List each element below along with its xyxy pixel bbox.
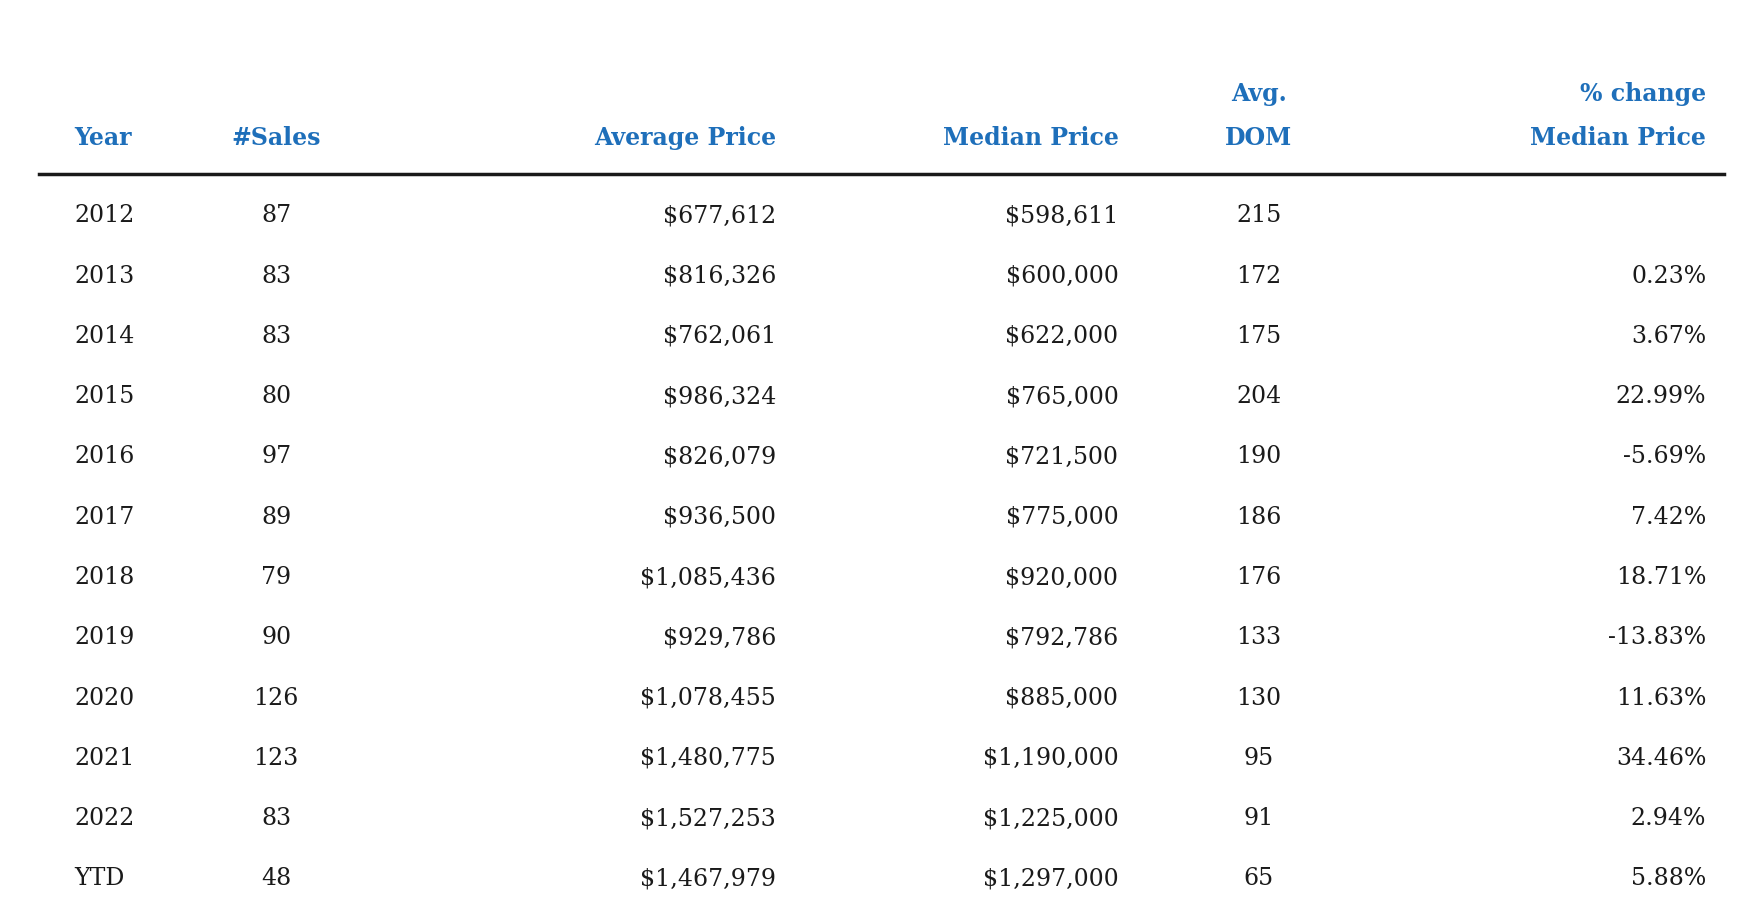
Text: $920,000: $920,000 (1005, 566, 1118, 589)
Text: 87: 87 (261, 205, 291, 228)
Text: 130: 130 (1236, 686, 1282, 710)
Text: $1,078,455: $1,078,455 (640, 686, 776, 710)
Text: DOM: DOM (1225, 126, 1292, 151)
Text: $792,786: $792,786 (1005, 626, 1118, 649)
Text: $721,500: $721,500 (1005, 446, 1118, 468)
Text: 126: 126 (254, 686, 298, 710)
Text: Average Price: Average Price (594, 126, 776, 151)
Text: 7.42%: 7.42% (1631, 506, 1707, 528)
Text: $1,467,979: $1,467,979 (640, 867, 776, 891)
Text: 83: 83 (261, 807, 291, 830)
Text: 11.63%: 11.63% (1617, 686, 1707, 710)
Text: % change: % change (1580, 82, 1707, 106)
Text: 2016: 2016 (74, 446, 134, 468)
Text: 2018: 2018 (74, 566, 134, 589)
Text: 215: 215 (1236, 205, 1282, 228)
Text: $929,786: $929,786 (663, 626, 776, 649)
Text: 2012: 2012 (74, 205, 134, 228)
Text: 2021: 2021 (74, 747, 134, 770)
Text: $1,190,000: $1,190,000 (982, 747, 1118, 770)
Text: 186: 186 (1236, 506, 1282, 528)
Text: 83: 83 (261, 325, 291, 348)
Text: $600,000: $600,000 (1005, 265, 1118, 288)
Text: 89: 89 (261, 506, 291, 528)
Text: $816,326: $816,326 (663, 265, 776, 288)
Text: 2020: 2020 (74, 686, 134, 710)
Text: 2014: 2014 (74, 325, 134, 348)
Text: $1,480,775: $1,480,775 (640, 747, 776, 770)
Text: $622,000: $622,000 (1005, 325, 1118, 348)
Text: 2022: 2022 (74, 807, 134, 830)
Text: 34.46%: 34.46% (1617, 747, 1707, 770)
Text: $677,612: $677,612 (663, 205, 776, 228)
Text: 22.99%: 22.99% (1615, 385, 1707, 408)
Text: -13.83%: -13.83% (1608, 626, 1707, 649)
Text: $1,297,000: $1,297,000 (982, 867, 1118, 891)
Text: $775,000: $775,000 (1005, 506, 1118, 528)
Text: 133: 133 (1236, 626, 1282, 649)
Text: $765,000: $765,000 (1005, 385, 1118, 408)
Text: Avg.: Avg. (1231, 82, 1287, 106)
Text: 90: 90 (261, 626, 291, 649)
Text: 5.88%: 5.88% (1631, 867, 1707, 891)
Text: $762,061: $762,061 (663, 325, 776, 348)
Text: 123: 123 (254, 747, 298, 770)
Text: 83: 83 (261, 265, 291, 288)
Text: 79: 79 (261, 566, 291, 589)
Text: 2013: 2013 (74, 265, 134, 288)
Text: 91: 91 (1243, 807, 1275, 830)
Text: #Sales: #Sales (231, 126, 321, 151)
Text: 2019: 2019 (74, 626, 134, 649)
Text: YTD: YTD (74, 867, 125, 891)
Text: 172: 172 (1236, 265, 1282, 288)
Text: 2015: 2015 (74, 385, 134, 408)
Text: 65: 65 (1243, 867, 1275, 891)
Text: 175: 175 (1236, 325, 1282, 348)
Text: $986,324: $986,324 (663, 385, 776, 408)
Text: 97: 97 (261, 446, 291, 468)
Text: 2.94%: 2.94% (1631, 807, 1707, 830)
Text: 204: 204 (1236, 385, 1282, 408)
Text: 190: 190 (1236, 446, 1282, 468)
Text: $826,079: $826,079 (663, 446, 776, 468)
Text: 80: 80 (261, 385, 291, 408)
Text: 0.23%: 0.23% (1631, 265, 1707, 288)
Text: -5.69%: -5.69% (1624, 446, 1707, 468)
Text: $1,527,253: $1,527,253 (640, 807, 776, 830)
Text: Median Price: Median Price (943, 126, 1118, 151)
Text: 3.67%: 3.67% (1631, 325, 1707, 348)
Text: $598,611: $598,611 (1005, 205, 1118, 228)
Text: $885,000: $885,000 (1005, 686, 1118, 710)
Text: $1,225,000: $1,225,000 (982, 807, 1118, 830)
Text: $936,500: $936,500 (663, 506, 776, 528)
Text: 48: 48 (261, 867, 291, 891)
Text: 18.71%: 18.71% (1617, 566, 1707, 589)
Text: 176: 176 (1236, 566, 1282, 589)
Text: Median Price: Median Price (1530, 126, 1707, 151)
Text: 2017: 2017 (74, 506, 134, 528)
Text: Year: Year (74, 126, 132, 151)
Text: $1,085,436: $1,085,436 (640, 566, 776, 589)
Text: 95: 95 (1243, 747, 1275, 770)
